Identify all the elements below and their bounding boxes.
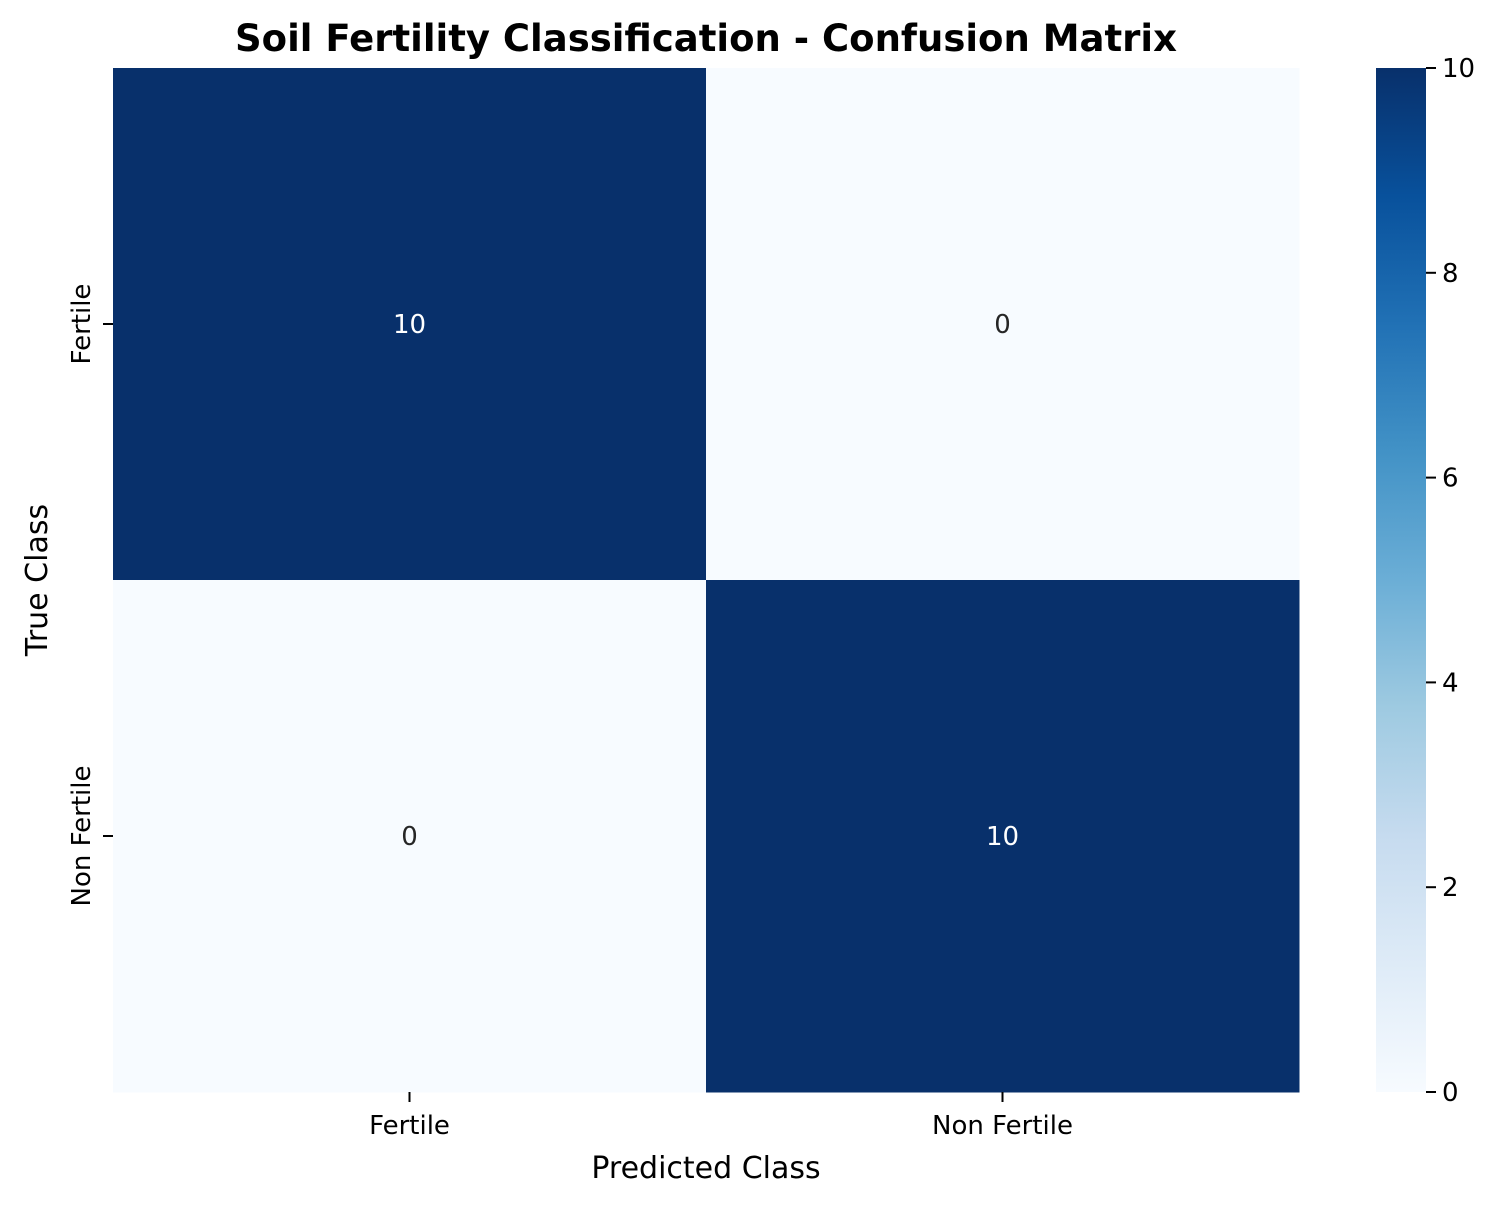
cell-annotations: 10 0 0 10	[393, 310, 1019, 852]
heatmap-cell	[706, 68, 1300, 581]
cell-annotation: 10	[986, 822, 1019, 852]
x-axis: Fertile Non Fertile	[369, 1092, 1073, 1141]
y-tick-label: Fertile	[67, 284, 97, 365]
colorbar-tick-label: 0	[1442, 1078, 1459, 1108]
colorbar-axis: 0 2 4 6 8 10	[1426, 54, 1475, 1108]
x-axis-label: Predicted Class	[591, 1151, 820, 1186]
chart-title: Soil Fertility Classification - Confusio…	[235, 17, 1177, 60]
x-tick-label: Non Fertile	[932, 1111, 1073, 1141]
heatmap-cell	[113, 580, 707, 1093]
cell-annotation: 0	[401, 822, 418, 852]
colorbar-tick-label: 10	[1442, 54, 1475, 84]
heatmap-cell	[706, 580, 1300, 1093]
y-axis-label: True Class	[20, 504, 55, 657]
y-tick-label: Non Fertile	[67, 766, 97, 907]
heatmap-cells	[113, 68, 1300, 1093]
cell-annotation: 0	[994, 310, 1011, 340]
colorbar-tick-label: 4	[1442, 668, 1459, 698]
colorbar	[1376, 68, 1426, 1092]
colorbar-tick-label: 2	[1442, 873, 1459, 903]
y-axis: Fertile Non Fertile	[67, 284, 113, 907]
x-tick-label: Fertile	[369, 1111, 450, 1141]
heatmap-cell	[113, 68, 707, 581]
cell-annotation: 10	[393, 310, 426, 340]
colorbar-tick-label: 8	[1442, 259, 1459, 289]
colorbar-tick-label: 6	[1442, 464, 1459, 494]
